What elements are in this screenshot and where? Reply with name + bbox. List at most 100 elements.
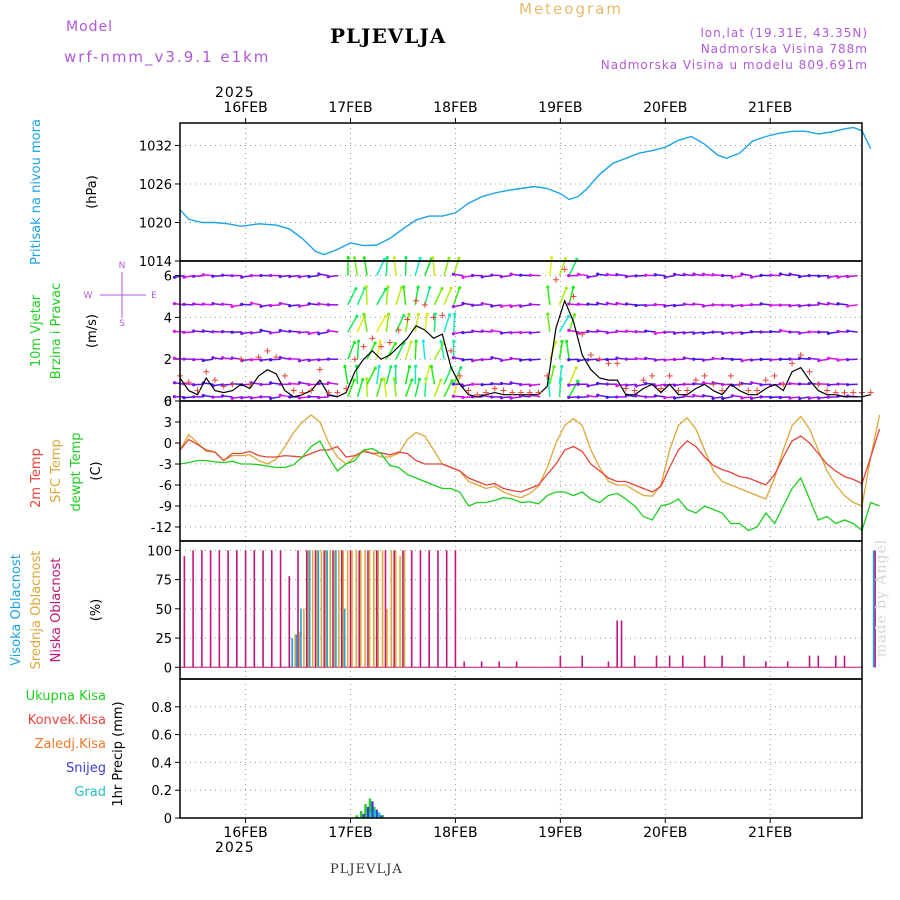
wind-arrow xyxy=(299,358,310,362)
wind-arrow-head xyxy=(720,303,725,307)
gust-marker xyxy=(754,387,761,394)
wind-arrow-head xyxy=(211,330,215,334)
wind-arrow-head xyxy=(528,383,532,388)
wind-arrow-head xyxy=(576,331,580,335)
precip-total-bar xyxy=(359,811,363,818)
wind-arrow-head xyxy=(201,302,205,306)
wind-arrow-head xyxy=(720,382,725,387)
wind-arrow-head xyxy=(297,381,302,385)
wind-arrow xyxy=(837,330,849,333)
wind-arrow-head xyxy=(230,330,234,334)
sfc-temp-line xyxy=(179,414,881,507)
wind-arrow-head xyxy=(220,329,225,334)
wind-arrow-head xyxy=(572,313,577,317)
gust-marker xyxy=(386,339,393,346)
wind-arrow xyxy=(558,287,568,306)
wind-arrow-head xyxy=(382,377,386,381)
wind-arrow-head xyxy=(480,275,484,279)
y-tick-label: 4 xyxy=(164,311,172,326)
y-tick-label: -9 xyxy=(159,500,172,515)
wind-arrow-head xyxy=(326,357,330,361)
wind-arrow-head xyxy=(480,383,484,387)
wind-arrow-head xyxy=(836,275,840,279)
wind-arrow-head xyxy=(571,285,575,289)
wind-arrow xyxy=(395,315,405,333)
wind-arrow-head xyxy=(490,356,494,360)
wind-arrow-head xyxy=(567,302,571,306)
wind-arrow xyxy=(212,356,223,360)
gust-marker xyxy=(631,387,638,394)
wind-arrow xyxy=(289,274,300,278)
gust-marker xyxy=(832,389,839,396)
gust-marker xyxy=(780,381,787,388)
gust-marker xyxy=(640,377,647,384)
wind-arrow-head xyxy=(528,273,532,277)
wind-arrow-head xyxy=(586,302,590,306)
wind-arrow-head xyxy=(817,359,821,363)
y-tick-label: 100 xyxy=(147,544,172,559)
wind-arrow xyxy=(289,382,300,386)
wind-arrow xyxy=(251,331,262,334)
wind-arrow-head xyxy=(807,303,811,307)
wind-arrow-head xyxy=(220,394,225,398)
wind-arrow-head xyxy=(451,394,455,398)
wind-arrow-head xyxy=(615,301,619,305)
wind-arrow-head xyxy=(720,273,725,278)
wind-arrow-head xyxy=(451,305,456,309)
wind-arrow xyxy=(645,357,656,360)
wind-arrow-head xyxy=(634,384,638,388)
wind-arrow xyxy=(568,380,579,398)
wind-arrow-head xyxy=(317,272,321,276)
y-tick-label: 1026 xyxy=(139,178,172,193)
wind-axis-label-2: Brzina i Pravac xyxy=(49,283,64,380)
wind-arrow-head xyxy=(317,358,321,362)
gust-marker xyxy=(456,372,463,379)
wind-arrow-head xyxy=(509,356,513,361)
wind-arrow-head xyxy=(490,329,494,333)
wind-arrow-head xyxy=(788,357,792,361)
wind-arrow-head xyxy=(192,358,196,362)
precip-legend-1: Konvek.Kisa xyxy=(28,713,106,728)
wind-arrow-head xyxy=(385,256,389,260)
wind-arrow-head xyxy=(817,274,821,278)
precip-total-bar xyxy=(381,815,385,818)
y-tick-label: 0 xyxy=(164,437,172,452)
wind-arrow xyxy=(568,358,579,361)
wind-arrow-head xyxy=(317,332,321,336)
wind-arrow-head xyxy=(644,303,648,308)
wind-arrow xyxy=(203,382,214,386)
wind-arrow-head xyxy=(450,379,454,383)
wind-arrow-head xyxy=(586,358,590,362)
high-cloud-label: Visoka Oblacnost xyxy=(9,554,24,666)
wind-arrow-head xyxy=(278,328,282,333)
wind-arrow xyxy=(558,366,563,385)
wind-arrow-head xyxy=(653,394,657,398)
y-tick-label: -3 xyxy=(159,458,172,473)
wind-arrow-head xyxy=(509,304,513,308)
precip-snow-bar xyxy=(362,813,365,818)
wind-arrow-head xyxy=(354,364,359,368)
wind-arrow-head xyxy=(672,331,677,335)
wind-arrow-head xyxy=(509,381,513,385)
wind-arrow-head xyxy=(451,272,455,276)
wind-arrow-head xyxy=(595,358,600,362)
wind-arrow-head xyxy=(361,377,365,382)
wind-arrow-head xyxy=(307,331,311,336)
y-tick-label: 75 xyxy=(155,574,172,589)
wind-arrow-head xyxy=(749,303,754,307)
gust-marker xyxy=(789,360,796,367)
wind-arrow-head xyxy=(778,328,783,333)
wind-arrow-head xyxy=(393,341,397,346)
gust-marker xyxy=(369,335,376,342)
wind-arrow xyxy=(366,367,376,385)
wind-arrow xyxy=(741,382,752,386)
wind-arrow xyxy=(847,330,858,333)
wind-arrow xyxy=(558,378,562,397)
wind-arrow xyxy=(433,288,443,306)
wind-arrow-head xyxy=(278,301,282,306)
wind-arrow-head xyxy=(528,302,532,306)
wind-arrow xyxy=(318,382,329,386)
wind-arrow xyxy=(366,342,376,360)
gust-marker xyxy=(867,389,874,396)
gust-marker xyxy=(579,331,586,338)
